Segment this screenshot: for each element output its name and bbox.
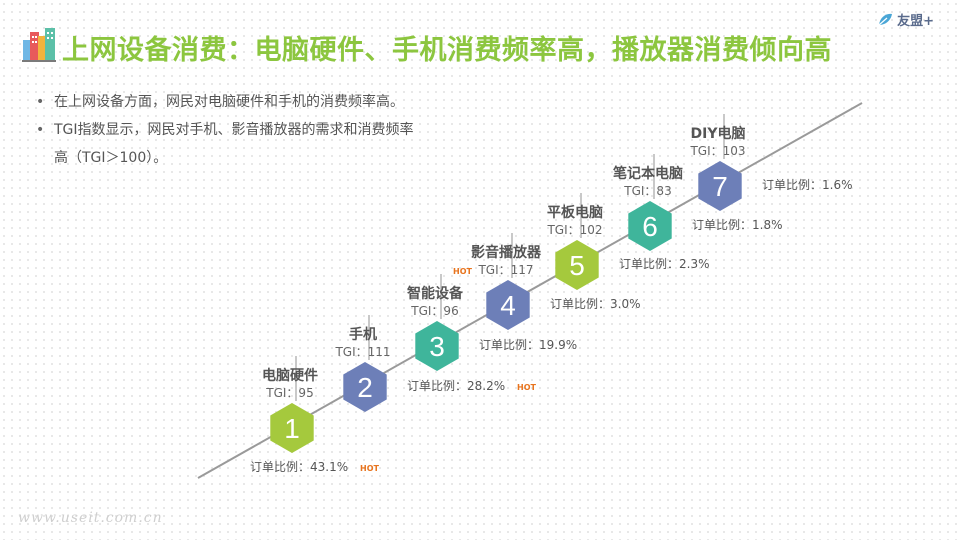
bullet-item: TGI指数显示，网民对手机、影音播放器的需求和消费频率 高（TGI＞100）。: [32, 116, 494, 172]
device-name: DIY电脑: [691, 125, 746, 142]
bullet-text: TGI指数显示，网民对手机、影音播放器的需求和消费频率: [54, 122, 414, 138]
device-name: 影音播放器: [471, 244, 542, 261]
device-name: 笔记本电脑: [613, 165, 683, 182]
step-hexagon: [698, 161, 742, 211]
step-hexagon: [486, 280, 530, 330]
logo-text: 友盟+: [897, 14, 934, 29]
watermark-url: www.useit.com.cn: [18, 510, 163, 526]
bullet-text: 在上网设备方面，网民对电脑硬件和手机的消费频率高。: [54, 94, 404, 110]
step-number: 6: [642, 211, 658, 242]
hot-badge: HOT: [517, 383, 536, 392]
tgi-value: TGI：96: [410, 304, 458, 318]
bullet-text-continued: 高（TGI＞100）。: [54, 150, 168, 166]
device-name: 智能设备: [406, 285, 464, 302]
hot-badge: HOT: [360, 464, 379, 473]
order-ratio: 订单比例：28.2%: [407, 379, 505, 393]
step-hexagon: [555, 240, 599, 290]
device-name: 手机: [349, 326, 377, 343]
order-ratio: 订单比例：1.8%: [692, 218, 783, 232]
device-name: 平板电脑: [547, 204, 603, 221]
order-ratio: 订单比例：3.0%: [550, 297, 641, 311]
order-ratio: 订单比例：43.1%: [250, 460, 348, 474]
tgi-value: TGI：95: [265, 386, 313, 400]
order-ratio: 订单比例：19.9%: [479, 338, 577, 352]
step-hexagon: [270, 403, 314, 453]
step-number: 3: [429, 331, 445, 362]
tgi-value: TGI：117: [477, 263, 533, 277]
bullet-item: 在上网设备方面，网民对电脑硬件和手机的消费频率高。: [32, 88, 494, 116]
tgi-value: TGI：111: [334, 345, 390, 359]
tgi-value: TGI：102: [546, 223, 602, 237]
step-hexagon: [628, 201, 672, 251]
tgi-value: TGI：83: [623, 184, 671, 198]
device-name: 电脑硬件: [262, 367, 318, 384]
bullet-list: 在上网设备方面，网民对电脑硬件和手机的消费频率高。 TGI指数显示，网民对手机、…: [32, 88, 494, 172]
order-ratio: 订单比例：2.3%: [619, 257, 710, 271]
city-buildings-icon: [22, 28, 56, 62]
slide-title: 上网设备消费：电脑硬件、手机消费频率高，播放器消费倾向高: [62, 35, 832, 66]
step-number: 4: [500, 290, 516, 321]
step-number: 5: [569, 250, 585, 281]
step-number: 1: [284, 413, 300, 444]
step-hexagon: [343, 362, 387, 412]
step-number: 2: [357, 372, 373, 403]
logo: 友盟+: [876, 10, 934, 29]
step-hexagon: [415, 321, 459, 371]
order-ratio: 订单比例：1.6%: [762, 178, 853, 192]
tgi-value: TGI：103: [689, 144, 745, 158]
leaf-logo-icon: [878, 13, 893, 25]
step-number: 7: [712, 171, 728, 202]
hot-badge: HOT: [453, 267, 472, 276]
